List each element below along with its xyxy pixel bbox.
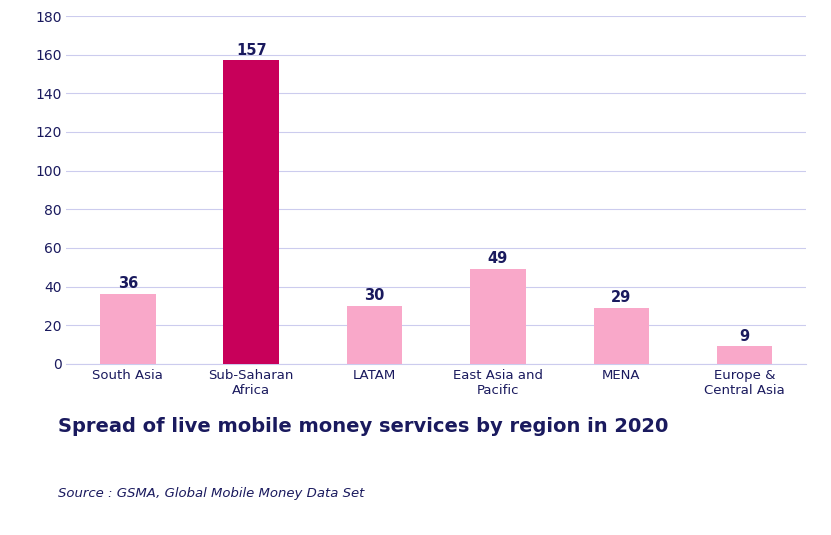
Text: 49: 49 (488, 251, 508, 266)
Text: 30: 30 (365, 288, 385, 303)
Bar (224, 60, 279, 364)
Text: 29: 29 (612, 290, 632, 305)
Bar (470, 269, 526, 364)
Text: 157: 157 (236, 43, 267, 58)
Text: 9: 9 (740, 328, 750, 343)
Text: 36: 36 (118, 277, 138, 292)
Bar (347, 306, 402, 364)
Text: Spread of live mobile money services by region in 2020: Spread of live mobile money services by … (58, 417, 669, 437)
Bar (100, 294, 155, 364)
Text: Source : GSMA, Global Mobile Money Data Set: Source : GSMA, Global Mobile Money Data … (58, 487, 365, 500)
Bar (593, 308, 649, 364)
Bar (717, 347, 773, 364)
